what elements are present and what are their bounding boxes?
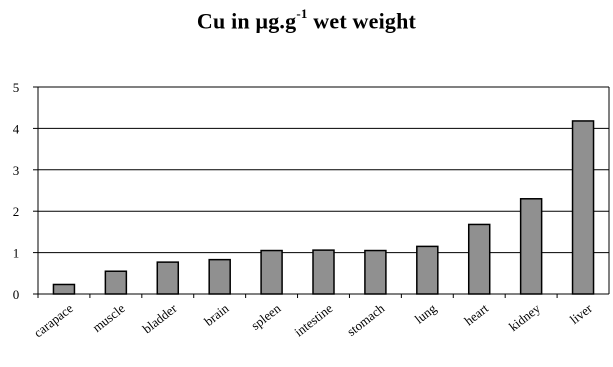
x-axis-labels: carapace muscle bladder brain spleen intestin… <box>31 300 596 340</box>
x-label-muscle: muscle <box>89 300 127 335</box>
x-label-carapace: carapace <box>31 300 76 340</box>
y-tick-label: 5 <box>13 80 20 95</box>
bar-bladder <box>156 261 180 295</box>
y-tick-label: 0 <box>13 287 20 302</box>
chart-title-superscript: -1 <box>296 6 308 21</box>
y-tick-label: 3 <box>13 163 20 178</box>
x-label-heart: heart <box>461 300 491 328</box>
bar-brain <box>208 258 231 295</box>
x-label-intestine: intestine <box>291 300 335 339</box>
x-label-liver: liver <box>567 300 596 327</box>
bar-intestine <box>312 249 335 295</box>
bar-carapace <box>52 283 76 295</box>
gridlines <box>38 86 609 254</box>
bar-heart <box>467 223 491 295</box>
y-tick-label: 1 <box>13 246 20 261</box>
bar-muscle <box>104 270 128 295</box>
chart-title: Cu in μg.g-1 wet weight <box>0 6 613 34</box>
y-tick-label: 2 <box>13 204 20 219</box>
x-label-lung: lung <box>412 300 440 326</box>
bar-lung <box>416 245 439 295</box>
x-label-spleen: spleen <box>248 300 284 333</box>
x-label-bladder: bladder <box>140 300 180 336</box>
bars <box>52 120 595 295</box>
x-label-brain: brain <box>201 300 232 329</box>
x-label-kidney: kidney <box>506 300 544 334</box>
bar-kidney <box>519 198 543 295</box>
y-axis: 0 1 2 3 4 5 <box>13 80 610 302</box>
chart-title-main: Cu in μg.g <box>196 8 297 34</box>
chart-title-suffix: wet weight <box>307 8 417 34</box>
x-label-stomach: stomach <box>344 300 388 339</box>
bar-spleen <box>260 249 283 295</box>
bar-stomach <box>364 249 387 295</box>
bar-liver <box>571 120 595 295</box>
y-tick-label: 4 <box>13 121 20 136</box>
